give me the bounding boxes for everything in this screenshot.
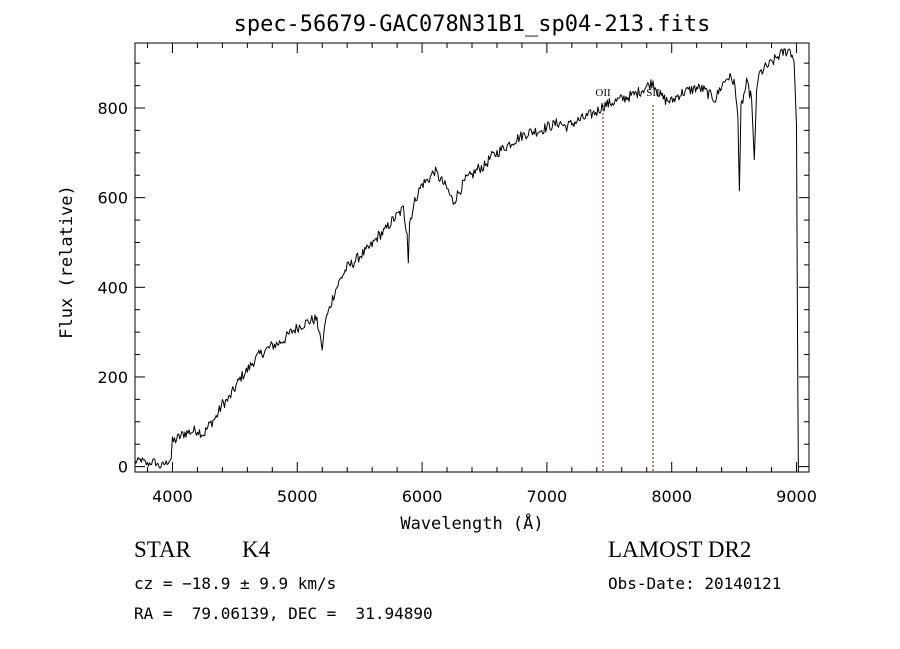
x-tick-label: 8000 — [651, 487, 692, 506]
y-tick-label: 200 — [97, 368, 128, 387]
y-tick-label: 0 — [118, 458, 128, 477]
object-subclass: K4 — [242, 537, 271, 562]
redshift-text: cz = −18.9 ± 9.9 km/s — [134, 574, 337, 593]
y-tick-label: 800 — [97, 99, 128, 118]
x-tick-label: 4000 — [152, 487, 193, 506]
y-axis-label: Flux (relative) — [57, 185, 77, 339]
y-tick-label: 400 — [97, 278, 128, 297]
y-axis-ticks — [135, 62, 809, 468]
x-tick-label: 9000 — [776, 487, 817, 506]
survey-name: LAMOST DR2 — [608, 537, 752, 562]
spectrum-line — [134, 48, 799, 473]
emission-line-markers: OII SII — [595, 87, 660, 472]
x-tick-label: 6000 — [402, 487, 443, 506]
plot-frame — [134, 42, 810, 473]
object-class: STAR — [134, 537, 191, 562]
y-tick-label: 600 — [97, 189, 128, 208]
obs-date-text: Obs-Date: 20140121 — [608, 574, 782, 593]
coordinates-text: RA = 79.06139, DEC = 31.94890 — [134, 604, 433, 623]
x-axis-ticks — [146, 43, 798, 472]
marker-label: SII — [646, 87, 660, 99]
y-axis-tick-labels: 0 200 400 600 800 — [97, 99, 128, 477]
marker-label: OII — [595, 87, 611, 99]
x-axis-tick-labels: 4000 5000 6000 7000 8000 9000 — [152, 487, 817, 506]
x-tick-label: 7000 — [527, 487, 568, 506]
x-tick-label: 5000 — [277, 487, 318, 506]
chart-title: spec-56679-GAC078N31B1_sp04-213.fits — [234, 12, 711, 37]
x-axis-label: Wavelength (Å) — [400, 512, 543, 534]
